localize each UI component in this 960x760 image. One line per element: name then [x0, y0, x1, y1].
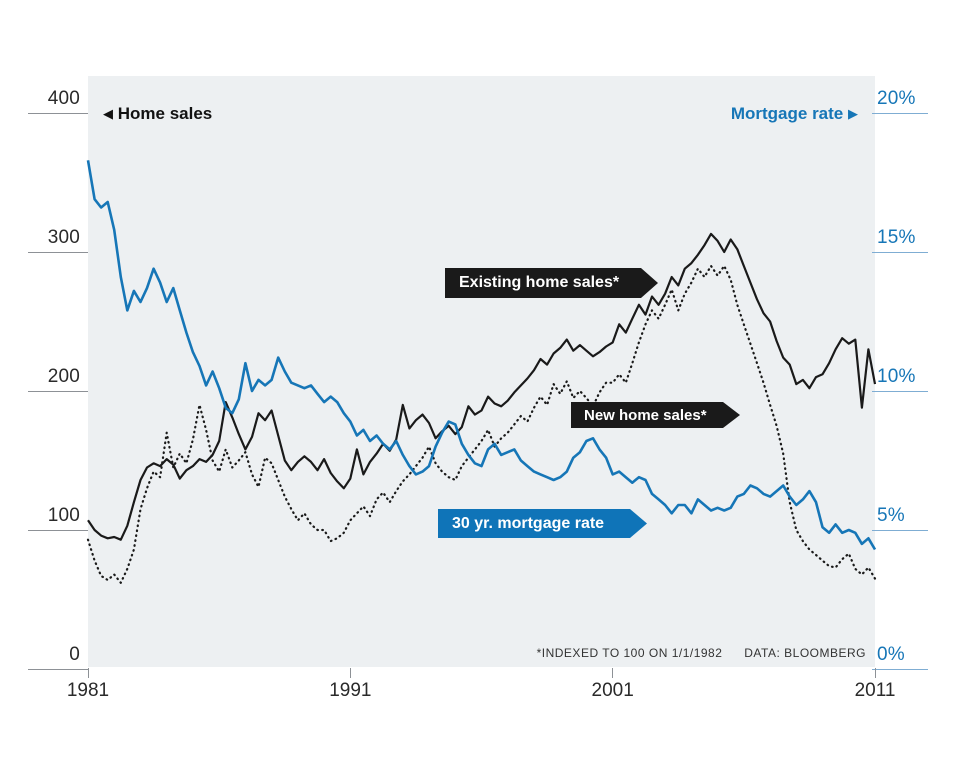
home-sales-axis-title-text: Home sales: [117, 104, 213, 123]
left-axis-tickline: [28, 251, 88, 253]
right-axis-tick-label: 0%: [877, 644, 905, 665]
right-axis-tickline: [872, 390, 928, 392]
left-axis-tick-label: 300: [47, 227, 80, 248]
footnote: *INDEXED TO 100 ON 1/1/1982 DATA: BLOOMB…: [537, 646, 866, 660]
left-axis-tickline: [28, 112, 88, 114]
x-axis-tick-label: 2011: [854, 680, 896, 701]
x-axis-tickmark: [874, 668, 876, 678]
mortgage-rate-axis-title: Mortgage rate ▶: [731, 104, 858, 124]
home-sales-axis-title: ◀ Home sales: [103, 104, 212, 124]
mortgage-rate-axis-title-text: Mortgage rate: [730, 104, 844, 123]
x-axis-tick-label: 1981: [66, 680, 110, 701]
left-axis-tick-label: 100: [47, 505, 80, 526]
left-axis-tickline: [28, 668, 88, 670]
left-axis-tick-label: 400: [47, 88, 80, 109]
index-note: *INDEXED TO 100 ON 1/1/1982: [536, 646, 723, 660]
right-axis-tick-label: 10%: [877, 366, 916, 387]
right-axis-tick-label: 5%: [877, 505, 905, 526]
existing-home-sales-label-text: Existing home sales*: [459, 274, 620, 291]
right-axis-tickline: [872, 112, 928, 114]
mortgage-rate-line: [86, 160, 877, 551]
mortgage-rate-label-text: 30 yr. mortgage rate: [452, 514, 605, 532]
new-home-sales-label: New home sales*: [571, 402, 740, 428]
left-axis-tickline: [28, 529, 88, 531]
mortgage-rate-label: 30 yr. mortgage rate: [438, 509, 647, 538]
left-axis-tick-label: 0: [69, 644, 80, 665]
x-axis-tickmark: [612, 668, 614, 678]
right-axis-tickline: [872, 529, 928, 531]
x-axis-tickmark: [349, 668, 351, 678]
right-arrow-icon: ▶: [848, 106, 858, 121]
plot-area: [88, 76, 875, 667]
right-axis-tick-label: 20%: [877, 88, 916, 109]
existing-home-sales-line: [87, 232, 877, 541]
x-axis-tickmark: [87, 668, 89, 678]
x-axis-tick-label: 1991: [329, 680, 372, 701]
new-home-sales-line: [86, 264, 877, 584]
data-source: DATA: BLOOMBERG: [744, 646, 866, 660]
left-arrow-icon: ◀: [103, 106, 113, 121]
new-home-sales-label-text: New home sales*: [584, 406, 707, 424]
right-axis-tickline: [872, 668, 928, 670]
existing-home-sales-label: Existing home sales*: [445, 268, 658, 298]
left-axis-tick-label: 200: [47, 366, 80, 387]
x-axis-tick-label: 2001: [591, 680, 634, 701]
right-axis-tick-label: 15%: [877, 227, 916, 248]
left-axis-tickline: [28, 390, 88, 392]
right-axis-tickline: [872, 251, 928, 253]
